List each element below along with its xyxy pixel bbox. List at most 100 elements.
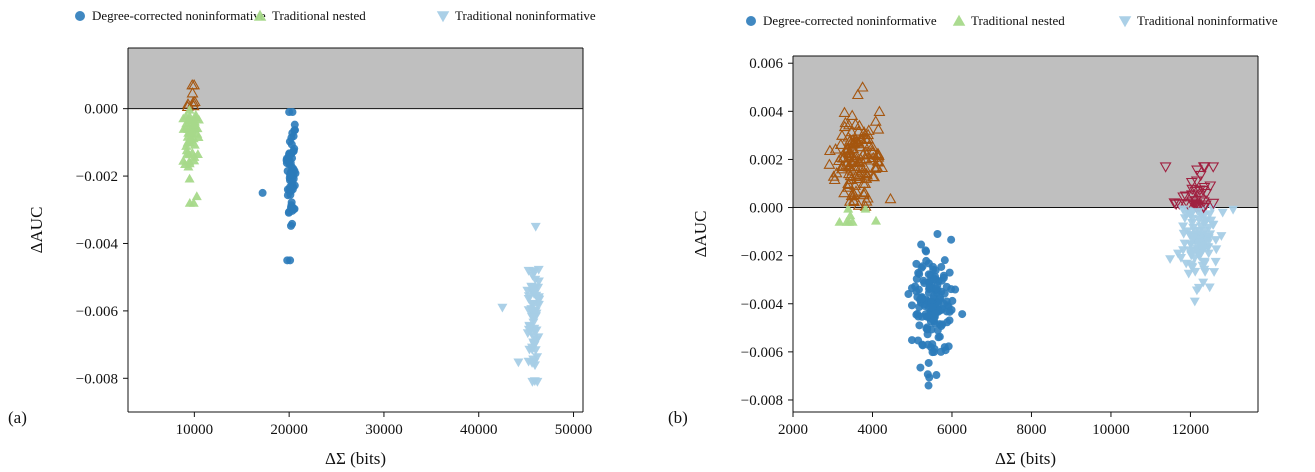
y-tick-label: −0.006: [741, 345, 784, 361]
data-point: [925, 373, 934, 382]
data-point: [527, 377, 538, 387]
data-point: [951, 285, 960, 294]
data-point: [530, 275, 541, 285]
data-point: [838, 120, 851, 132]
data-point: [528, 283, 539, 292]
data-point: [853, 119, 866, 130]
data-point: [852, 125, 865, 136]
data-point: [1193, 215, 1204, 225]
data-point: [1190, 203, 1203, 214]
y-tick-label: −0.004: [741, 297, 784, 313]
data-point: [861, 169, 874, 180]
x-tick-label: 2000: [778, 422, 808, 438]
data-point: [845, 125, 858, 137]
data-point: [180, 123, 191, 132]
panel-a: 10000 20000 30000 40000 50000 0.000 −0.002 −0.0…: [8, 8, 596, 468]
data-point: [191, 191, 202, 201]
y-axis-title: ΔAUC: [691, 211, 710, 258]
data-point: [847, 186, 859, 198]
y-tick-label: 0.002: [749, 152, 783, 168]
x-tick-label: 50000: [555, 422, 593, 438]
data-point: [282, 159, 291, 168]
data-point: [1228, 205, 1239, 215]
data-point: [937, 276, 946, 285]
data-point: [188, 95, 201, 107]
data-point: [945, 316, 954, 325]
data-point: [921, 246, 930, 255]
data-point: [863, 138, 876, 150]
panel-b: 2000 4000 6000 8000 10000 12000 0.006 0.004 0.00…: [668, 13, 1278, 468]
data-point: [1159, 162, 1172, 173]
data-point: [846, 139, 859, 150]
data-point: [287, 133, 296, 142]
data-point: [842, 118, 855, 130]
panel-label: (b): [668, 408, 688, 427]
data-point: [924, 381, 933, 390]
legend: Degree-corrected noninformative Tradition…: [746, 13, 1278, 28]
data-point: [911, 282, 920, 291]
data-point: [531, 309, 542, 319]
data-point: [527, 313, 537, 322]
data-point: [523, 357, 534, 367]
shaded-positive-region: [128, 48, 583, 109]
data-point: [1209, 268, 1220, 277]
data-point: [928, 303, 937, 312]
data-point: [184, 104, 195, 114]
y-tick-label: 0.000: [84, 102, 118, 118]
data-point: [1217, 208, 1228, 218]
data-point: [1186, 251, 1197, 261]
data-point: [1216, 232, 1227, 241]
legend-marker: [1118, 16, 1132, 28]
data-point: [530, 361, 540, 371]
data-point: [932, 371, 941, 380]
data-point: [932, 284, 941, 293]
data-point: [947, 305, 956, 314]
legend-marker: [75, 11, 85, 21]
data-point: [866, 146, 879, 157]
data-point: [845, 148, 858, 159]
data-point: [1178, 222, 1189, 232]
y-tick-label: −0.008: [741, 393, 783, 409]
data-point: [286, 183, 295, 192]
data-point: [947, 235, 956, 244]
data-point: [1203, 232, 1214, 242]
data-point: [1203, 249, 1214, 259]
x-tick-label: 30000: [365, 422, 403, 438]
data-point: [529, 287, 540, 297]
data-point: [860, 195, 873, 206]
data-point: [904, 290, 913, 299]
series-circle: [904, 230, 967, 390]
data-point: [523, 266, 534, 276]
data-point: [286, 170, 295, 179]
data-point: [937, 322, 946, 331]
data-point: [1207, 198, 1220, 210]
data-point: [1184, 246, 1195, 256]
data-point: [286, 221, 295, 230]
y-tick-label: −0.008: [76, 371, 118, 387]
data-point: [850, 185, 862, 196]
data-point: [846, 109, 859, 120]
data-point: [1211, 245, 1222, 255]
data-point: [850, 135, 863, 147]
data-point: [858, 161, 871, 172]
data-point: [1198, 245, 1209, 255]
data-point: [924, 288, 933, 297]
y-tick-label: 0.000: [749, 201, 783, 217]
data-point: [854, 160, 867, 172]
panel-label: (a): [8, 408, 27, 427]
data-point: [1197, 162, 1210, 173]
legend-marker: [746, 16, 756, 26]
data-point: [290, 204, 299, 213]
y-axis-title: ΔAUC: [27, 207, 46, 254]
data-point: [838, 186, 851, 198]
data-point: [184, 173, 195, 183]
data-point: [513, 358, 524, 368]
x-tick-label: 40000: [460, 422, 498, 438]
data-point: [916, 363, 925, 372]
x-tick-label: 6000: [937, 422, 967, 438]
data-point: [182, 131, 193, 141]
data-point: [849, 179, 862, 190]
data-point: [283, 256, 292, 265]
data-point: [869, 115, 882, 126]
data-point: [922, 324, 931, 333]
